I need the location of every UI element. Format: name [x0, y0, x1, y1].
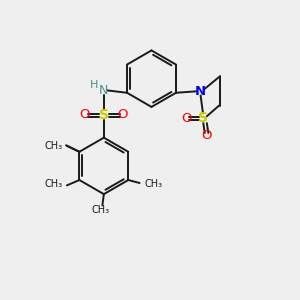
Text: N: N — [99, 84, 109, 97]
Text: CH₃: CH₃ — [145, 178, 163, 189]
Text: O: O — [201, 129, 212, 142]
Text: O: O — [182, 112, 192, 124]
Text: S: S — [99, 108, 109, 122]
Text: S: S — [198, 111, 208, 125]
Text: O: O — [118, 108, 128, 121]
Text: CH₃: CH₃ — [44, 141, 62, 151]
Text: CH₃: CH₃ — [44, 179, 62, 190]
Text: H: H — [90, 80, 98, 90]
Text: CH₃: CH₃ — [92, 205, 110, 214]
Text: N: N — [195, 85, 206, 98]
Text: O: O — [80, 108, 90, 121]
